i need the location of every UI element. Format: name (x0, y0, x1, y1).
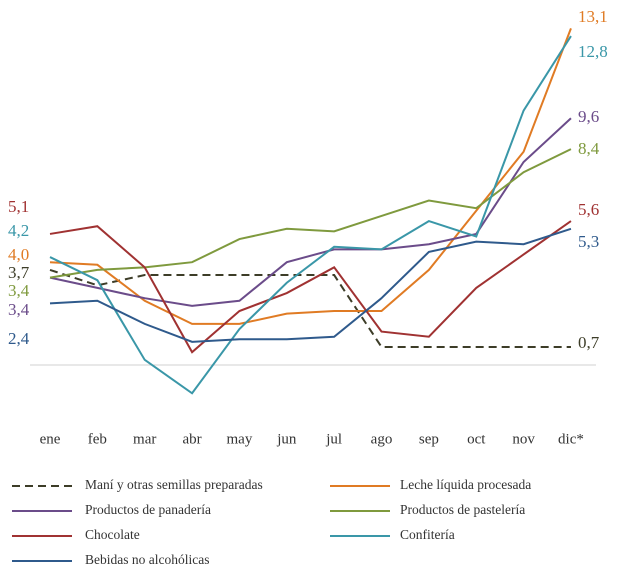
series-line (49, 268, 571, 349)
series-line (49, 27, 572, 325)
series-line (49, 220, 572, 354)
value-label: 8,4 (578, 139, 600, 158)
x-tick-label: jun (276, 431, 297, 447)
x-tick-label: oct (467, 431, 486, 447)
value-label: 13,1 (578, 7, 608, 26)
legend-label: Confitería (400, 527, 455, 542)
value-label: 2,4 (8, 329, 30, 348)
series-line (49, 35, 572, 395)
series-line (49, 148, 572, 279)
x-tick-label: sep (419, 431, 439, 447)
value-label: 5,6 (578, 200, 599, 219)
series-line (49, 117, 572, 307)
x-tick-label: jul (325, 431, 342, 447)
legend-label: Bebidas no alcohólicas (85, 552, 209, 565)
x-tick-label: abr (183, 431, 202, 447)
x-tick-label: ene (40, 431, 61, 447)
value-label: 9,6 (578, 107, 599, 126)
x-tick-label: mar (133, 431, 156, 447)
x-tick-label: may (227, 431, 253, 447)
legend-label: Productos de panadería (85, 502, 211, 517)
value-label: 4,0 (8, 245, 29, 264)
x-tick-label: ago (371, 431, 393, 447)
value-label: 3,7 (8, 263, 30, 282)
legend-label: Productos de pastelería (400, 502, 525, 517)
value-label: 5,3 (578, 232, 599, 251)
x-tick-label: dic* (558, 431, 584, 447)
value-label: 4,2 (8, 221, 29, 240)
value-label: 0,7 (578, 333, 600, 352)
value-label: 3,4 (8, 281, 30, 300)
legend-label: Leche líquida procesada (400, 477, 531, 492)
legend-label: Maní y otras semillas preparadas (85, 477, 263, 492)
value-label: 12,8 (578, 42, 608, 61)
x-tick-label: feb (88, 431, 107, 447)
legend-label: Chocolate (85, 527, 140, 542)
value-label: 5,1 (8, 197, 29, 216)
x-tick-label: nov (512, 431, 535, 447)
series-line (49, 227, 572, 343)
value-label: 3,4 (8, 300, 30, 319)
